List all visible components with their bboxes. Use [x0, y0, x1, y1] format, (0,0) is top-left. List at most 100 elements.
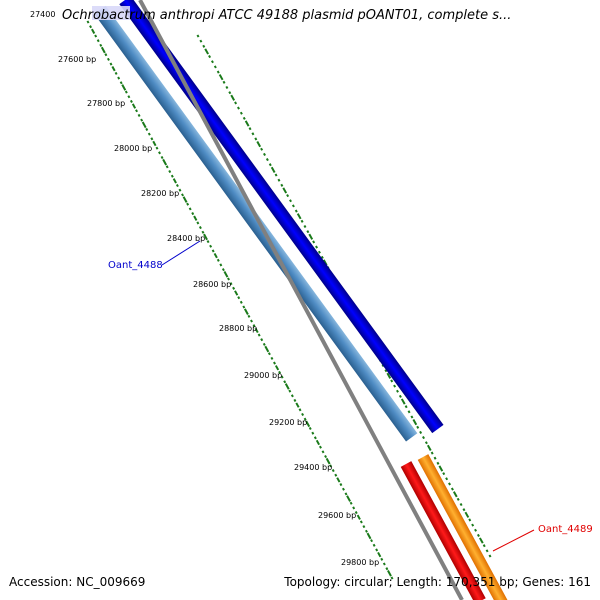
- gc-tick: [210, 60, 214, 64]
- gc-tick: [262, 342, 266, 346]
- gene-highlight: [92, 6, 130, 20]
- gc-tick: [96, 39, 100, 43]
- gc-tick: [265, 158, 269, 162]
- gc-tick: [203, 233, 208, 241]
- tick-label: 28800 bp: [219, 324, 257, 333]
- tick-label: 28000 bp: [114, 144, 152, 153]
- gc-tick: [242, 305, 246, 309]
- tick-label: 27800 bp: [87, 99, 125, 108]
- gc-tick: [320, 255, 324, 259]
- gc-tick: [196, 34, 200, 38]
- gc-tick: [370, 539, 374, 543]
- gc-tick: [127, 95, 131, 99]
- gc-tick: [404, 405, 408, 409]
- gc-tick: [311, 431, 315, 435]
- gc-tick: [182, 196, 188, 203]
- gc-tick: [476, 533, 480, 537]
- gene-label-oant-4488[interactable]: Oant_4488: [108, 260, 163, 271]
- gc-tick: [211, 249, 215, 253]
- gc-tick: [362, 525, 366, 529]
- gc-tick: [356, 514, 361, 520]
- gc-tick: [209, 244, 213, 248]
- gc-tick: [137, 113, 141, 117]
- gc-tick: [270, 356, 274, 360]
- gc-tick: [99, 43, 103, 47]
- gc-tick: [160, 155, 164, 160]
- gene-label-oant-4489[interactable]: Oant_4489: [538, 524, 593, 535]
- gc-tick: [218, 74, 224, 81]
- gc-tick: [227, 277, 230, 281]
- gene-feature-orange[interactable]: [417, 454, 509, 600]
- gc-tick: [382, 562, 386, 566]
- gc-tick: [438, 465, 444, 472]
- gc-tick: [270, 166, 276, 173]
- tick-label: 29000 bp: [244, 371, 282, 380]
- gc-tick: [232, 286, 236, 290]
- gc-tick: [400, 398, 406, 405]
- tick-label: 29400 bp: [294, 463, 332, 472]
- gc-tick: [277, 178, 281, 182]
- gc-tick: [298, 408, 302, 412]
- gc-tick: [204, 48, 210, 55]
- gc-tick: [300, 219, 304, 223]
- gc-tick: [260, 338, 264, 342]
- gc-tick: [485, 549, 489, 553]
- gc-tick: [147, 132, 151, 136]
- gc-tick: [100, 46, 106, 54]
- gc-tick: [456, 497, 460, 501]
- gc-tick: [291, 204, 295, 208]
- gc-tick: [229, 282, 233, 286]
- gc-tick: [295, 402, 300, 408]
- gc-tick: [315, 439, 320, 446]
- gc-tick: [321, 450, 325, 454]
- gc-tick: [372, 543, 376, 547]
- gc-tick: [280, 375, 284, 379]
- gc-tick: [448, 482, 451, 486]
- gc-tick: [354, 511, 358, 515]
- gc-tick: [385, 567, 389, 571]
- gene-feature-reverse[interactable]: [94, 5, 418, 442]
- gc-tick: [293, 398, 297, 402]
- gc-tick: [315, 245, 318, 249]
- gc-tick: [268, 163, 272, 167]
- gene-feature-oant-4489[interactable]: [400, 461, 486, 600]
- gc-tick: [104, 53, 108, 57]
- gc-tick: [412, 419, 418, 426]
- gc-tick: [172, 178, 177, 184]
- gene-label-leader-oant-4489: [492, 529, 535, 552]
- tick-label: 28600 bp: [193, 280, 231, 289]
- gc-tick: [464, 511, 470, 518]
- gc-tick: [222, 80, 226, 84]
- gc-tick: [280, 183, 284, 187]
- gc-tick: [94, 34, 98, 38]
- gc-tick: [239, 111, 243, 115]
- gc-tick: [181, 193, 184, 197]
- gc-tick: [308, 426, 312, 431]
- tick-label: 27400: [30, 10, 55, 19]
- gene-feature-oant-4488[interactable]: [119, 0, 444, 434]
- gc-tick: [305, 420, 311, 428]
- gc-tick: [119, 81, 123, 85]
- gc-tick: [109, 62, 113, 66]
- gc-tick: [474, 528, 478, 532]
- gc-tick: [237, 296, 241, 300]
- gc-tick: [199, 39, 203, 43]
- gc-tick: [331, 469, 335, 473]
- gc-tick: [286, 194, 290, 198]
- topology-info-text: Topology: circular; Length: 170,351 bp; …: [284, 575, 591, 589]
- gc-tick: [290, 394, 294, 398]
- gc-tick: [366, 532, 372, 540]
- gc-tick: [459, 502, 463, 507]
- gc-tick: [237, 106, 240, 110]
- gc-tick: [396, 389, 399, 393]
- gc-tick: [251, 132, 255, 136]
- gc-tick: [284, 383, 290, 390]
- gc-tick: [308, 233, 314, 240]
- gc-tick: [191, 212, 195, 216]
- gc-tick: [225, 85, 229, 90]
- gc-tick: [282, 187, 288, 194]
- gc-tick: [452, 491, 458, 498]
- gc-tick: [478, 537, 484, 544]
- gc-tick: [384, 369, 388, 373]
